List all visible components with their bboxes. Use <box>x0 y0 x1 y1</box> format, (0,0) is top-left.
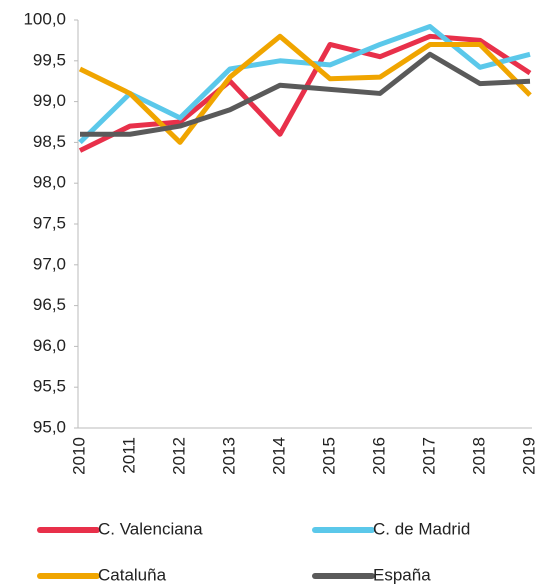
x-tick-label: 2011 <box>119 437 138 474</box>
y-tick-label: 99,0 <box>33 91 66 110</box>
series-line <box>78 33 532 145</box>
y-tick-label: 96,0 <box>33 336 66 355</box>
y-tick-label: 97,5 <box>33 213 66 232</box>
y-tick-label: 98,5 <box>33 132 66 151</box>
x-tick-label: 2017 <box>419 437 438 475</box>
x-tick-label: 2013 <box>219 437 238 475</box>
x-tick-label: 2018 <box>469 437 488 475</box>
series-line <box>80 51 531 137</box>
y-tick-label: 100,0 <box>23 9 66 28</box>
x-tick-label: 2012 <box>169 437 188 475</box>
legend-label: España <box>373 565 431 584</box>
y-tick-label: 96,5 <box>33 295 66 314</box>
legend-label: C. de Madrid <box>373 519 470 538</box>
y-tick-label: 97,0 <box>33 254 66 273</box>
y-tick-label: 98,0 <box>33 173 66 192</box>
y-tick-label: 95,5 <box>33 377 66 396</box>
x-tick-label: 2014 <box>269 437 288 475</box>
x-tick-label: 2016 <box>369 437 388 475</box>
y-tick-label: 99,5 <box>33 50 66 69</box>
legend-label: Cataluña <box>98 565 167 584</box>
legend-label: C. Valenciana <box>98 519 203 538</box>
y-tick-label: 95,0 <box>33 417 66 436</box>
x-tick-label: 2010 <box>69 437 88 475</box>
x-tick-label: 2019 <box>519 437 538 475</box>
x-tick-label: 2015 <box>319 437 338 475</box>
